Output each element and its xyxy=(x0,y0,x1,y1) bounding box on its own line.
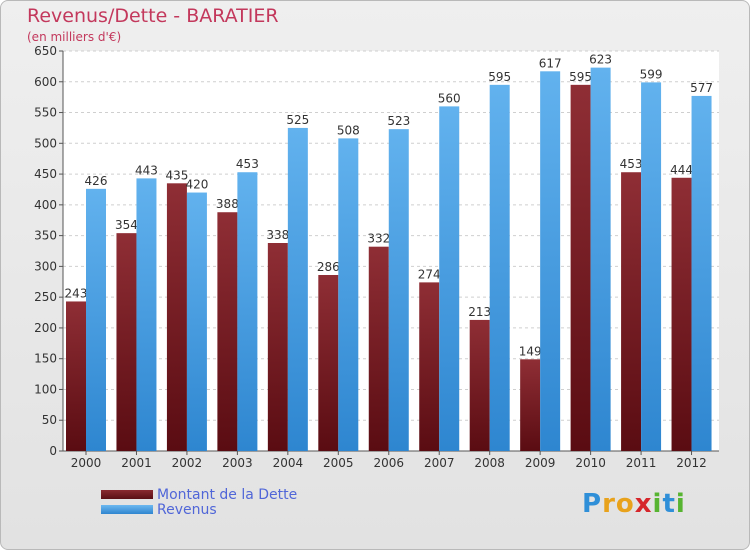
bar-dette xyxy=(621,172,642,451)
bar-dette xyxy=(368,246,389,451)
data-label-revenus: 426 xyxy=(85,174,108,188)
data-label-revenus: 443 xyxy=(135,163,158,177)
x-tick-label: 2000 xyxy=(71,456,102,470)
y-tick-label: 150 xyxy=(34,352,57,366)
bar-dette xyxy=(469,319,490,451)
data-label-revenus: 453 xyxy=(236,157,259,171)
x-tick-label: 2009 xyxy=(525,456,556,470)
chart-title: Revenus/Dette - BARATIER xyxy=(27,5,279,27)
data-label-dette: 332 xyxy=(367,232,390,246)
bar-revenus xyxy=(287,127,308,451)
bar-dette xyxy=(166,183,187,452)
bar-dette xyxy=(66,301,86,451)
data-label-dette: 354 xyxy=(115,218,138,232)
bar-revenus xyxy=(388,129,409,451)
data-label-revenus: 617 xyxy=(539,56,562,70)
bar-revenus xyxy=(540,71,561,452)
bar-revenus xyxy=(86,188,106,451)
data-label-dette: 435 xyxy=(165,168,188,182)
bar-dette xyxy=(419,282,440,451)
logo-letter: P xyxy=(582,489,603,519)
data-label-revenus: 508 xyxy=(337,123,360,137)
y-tick-label: 350 xyxy=(34,229,57,243)
data-label-revenus: 525 xyxy=(286,113,309,127)
legend-item-revenus: Revenus xyxy=(101,501,297,518)
bar-dette xyxy=(217,212,238,451)
bar-dette xyxy=(267,243,288,451)
legend-label-revenus: Revenus xyxy=(157,501,217,518)
y-tick-label: 300 xyxy=(34,259,57,273)
y-tick-label: 650 xyxy=(34,44,57,58)
logo-letter: t xyxy=(662,489,676,519)
x-tick-label: 2003 xyxy=(222,456,253,470)
x-tick-label: 2005 xyxy=(323,456,354,470)
logo-letter: o xyxy=(615,489,635,519)
bar-revenus xyxy=(186,192,207,452)
data-label-revenus: 577 xyxy=(690,81,713,95)
data-label-revenus: 623 xyxy=(589,53,612,67)
data-label-revenus: 599 xyxy=(640,67,663,81)
bar-revenus xyxy=(489,84,510,451)
data-label-dette: 213 xyxy=(468,305,491,319)
y-tick-label: 0 xyxy=(49,444,57,458)
bar-dette xyxy=(116,233,137,451)
bar-revenus xyxy=(590,67,611,451)
legend-swatch-dette xyxy=(101,490,153,499)
data-label-dette: 595 xyxy=(569,70,592,84)
x-tick-label: 2006 xyxy=(373,456,404,470)
data-label-dette: 388 xyxy=(216,197,239,211)
y-tick-label: 250 xyxy=(34,290,57,304)
x-tick-label: 2002 xyxy=(172,456,203,470)
data-label-dette: 243 xyxy=(65,286,88,300)
y-tick-label: 200 xyxy=(34,321,57,335)
data-label-dette: 274 xyxy=(418,267,441,281)
logo-letter: x xyxy=(634,489,653,519)
y-tick-label: 500 xyxy=(34,136,57,150)
x-tick-label: 2008 xyxy=(474,456,505,470)
data-label-dette: 286 xyxy=(317,260,340,274)
x-tick-label: 2004 xyxy=(273,456,304,470)
logo-letter: i xyxy=(652,489,663,519)
x-tick-label: 2007 xyxy=(424,456,455,470)
data-label-dette: 149 xyxy=(519,344,542,358)
bar-revenus xyxy=(136,178,157,451)
logo-letter: r xyxy=(602,489,616,519)
bar-dette xyxy=(318,275,339,451)
x-tick-label: 2011 xyxy=(626,456,657,470)
y-tick-label: 50 xyxy=(42,413,57,427)
bar-revenus xyxy=(439,106,460,451)
bar-dette xyxy=(671,177,692,451)
y-tick-label: 100 xyxy=(34,382,57,396)
bar-revenus xyxy=(237,172,258,451)
y-tick-label: 600 xyxy=(34,75,57,89)
data-label-revenus: 560 xyxy=(438,91,461,105)
bar-revenus xyxy=(338,138,359,451)
data-label-revenus: 523 xyxy=(387,114,410,128)
bar-revenus xyxy=(641,82,662,451)
data-label-dette: 453 xyxy=(620,157,643,171)
x-tick-label: 2001 xyxy=(121,456,152,470)
legend-label-dette: Montant de la Dette xyxy=(157,486,298,503)
x-tick-label: 2012 xyxy=(676,456,707,470)
proxiti-logo: Proxiti xyxy=(582,489,686,519)
y-tick-label: 400 xyxy=(34,198,57,212)
x-tick-label: 2010 xyxy=(575,456,606,470)
legend-swatch-revenus xyxy=(101,505,153,514)
bar-revenus xyxy=(691,95,712,451)
y-tick-label: 550 xyxy=(34,106,57,120)
y-tick-label: 450 xyxy=(34,167,57,181)
data-label-dette: 338 xyxy=(266,228,289,242)
data-label-revenus: 595 xyxy=(488,70,511,84)
logo-letter: i xyxy=(675,489,686,519)
legend: Montant de la Dette Revenus xyxy=(101,486,298,518)
bar-dette xyxy=(570,84,591,451)
data-label-revenus: 420 xyxy=(185,178,208,192)
legend-item-dette: Montant de la Dette xyxy=(101,486,298,503)
chart-subtitle: (en milliers d'€) xyxy=(27,30,122,44)
bar-dette xyxy=(520,359,541,451)
data-label-dette: 444 xyxy=(670,163,693,177)
